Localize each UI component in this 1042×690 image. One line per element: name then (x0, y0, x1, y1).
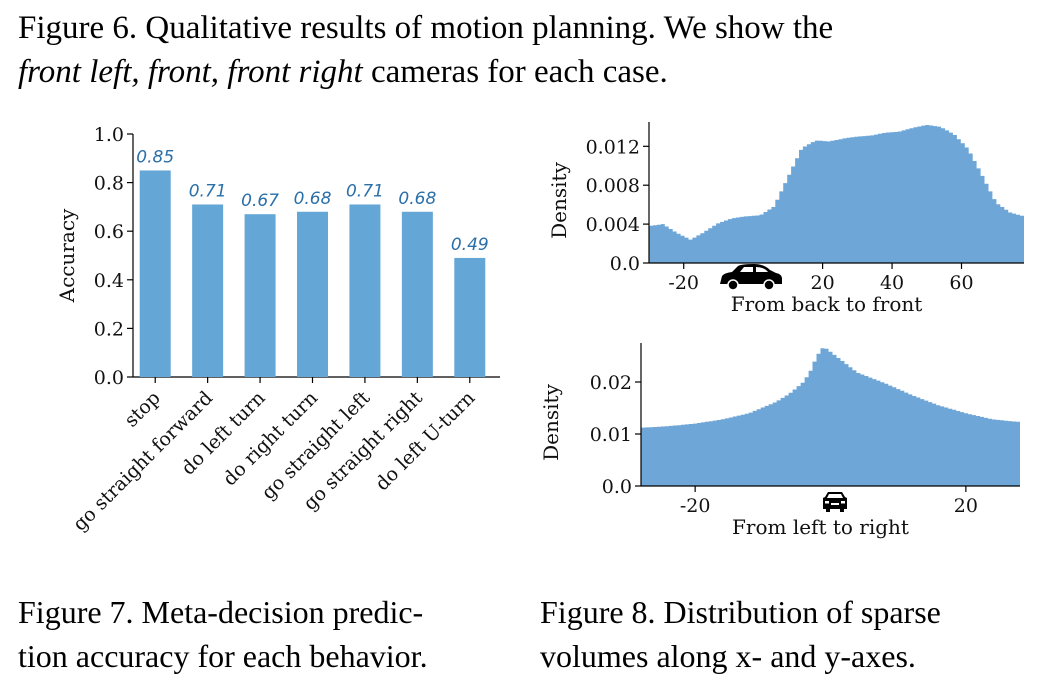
bar-value-label: 0.67 (241, 191, 279, 211)
y-axis-label: Density (539, 383, 563, 460)
histogram-area (641, 348, 1020, 486)
bar (454, 257, 486, 377)
figure7-caption: Figure 7. Meta-decision predic- tion acc… (18, 590, 428, 678)
y-tick-label: 0.012 (586, 136, 640, 158)
y-tick-label: 0.2 (94, 318, 124, 340)
y-tick-label: 0.0 (610, 253, 640, 275)
figure7-caption-line1: Figure 7. Meta-decision predic- (18, 594, 424, 630)
y-tick-label: 0.004 (586, 214, 640, 236)
y-tick-label: 0.02 (590, 372, 632, 394)
figure8-caption: Figure 8. Distribution of sparse volumes… (540, 590, 941, 678)
y-tick-label: 0.01 (590, 424, 632, 446)
x-tick-label: 20 (811, 272, 835, 294)
y-tick-label: 1.0 (94, 124, 124, 146)
bar-value-label: 0.85 (136, 147, 174, 167)
bar (139, 170, 171, 377)
x-tick-label: -20 (680, 495, 711, 517)
y-tick-label: 0.8 (94, 173, 124, 195)
figure7-caption-line2: tion accuracy for each behavior. (18, 638, 428, 674)
figure6-caption: Figure 6. Qualitative results of motion … (18, 6, 833, 94)
histogram-area (649, 125, 1024, 263)
figure6-caption-rest: cameras for each case. (362, 54, 668, 90)
y-tick-label: 0.4 (94, 270, 124, 292)
y-tick-label: 0.6 (94, 221, 124, 243)
y-tick-label: 0.0 (602, 476, 632, 498)
figure6-caption-italic: front left, front, front right (18, 54, 363, 90)
x-tick-label: 60 (949, 272, 973, 294)
figure8-caption-line2: volumes along x- and y-axes. (540, 638, 916, 674)
bar (297, 211, 328, 377)
y-tick-label: 0.008 (586, 175, 640, 197)
x-axis-label: From back to front (731, 292, 923, 316)
x-tick-label: 20 (954, 495, 978, 517)
y-tick-label: 0.0 (94, 367, 124, 389)
bar-value-label: 0.71 (346, 181, 384, 201)
bar-value-label: 0.71 (189, 181, 227, 201)
x-tick-label: -20 (668, 272, 699, 294)
bar-value-label: 0.68 (398, 189, 436, 209)
bar (349, 204, 381, 377)
x-tick-label: 40 (880, 272, 904, 294)
bar (192, 204, 224, 377)
y-axis-label: Accuracy (55, 208, 79, 303)
figure6-caption-line1: Figure 6. Qualitative results of motion … (18, 10, 834, 46)
bar-value-label: 0.49 (451, 235, 489, 255)
bar (401, 211, 433, 377)
x-axis-label: From left to right (732, 515, 909, 539)
bar (244, 214, 276, 377)
y-axis-label: Density (547, 161, 571, 238)
bar-value-label: 0.68 (294, 189, 332, 209)
figure6-caption-line2: front left, front, front right cameras f… (18, 50, 833, 94)
figure8-caption-line1: Figure 8. Distribution of sparse (540, 594, 941, 630)
